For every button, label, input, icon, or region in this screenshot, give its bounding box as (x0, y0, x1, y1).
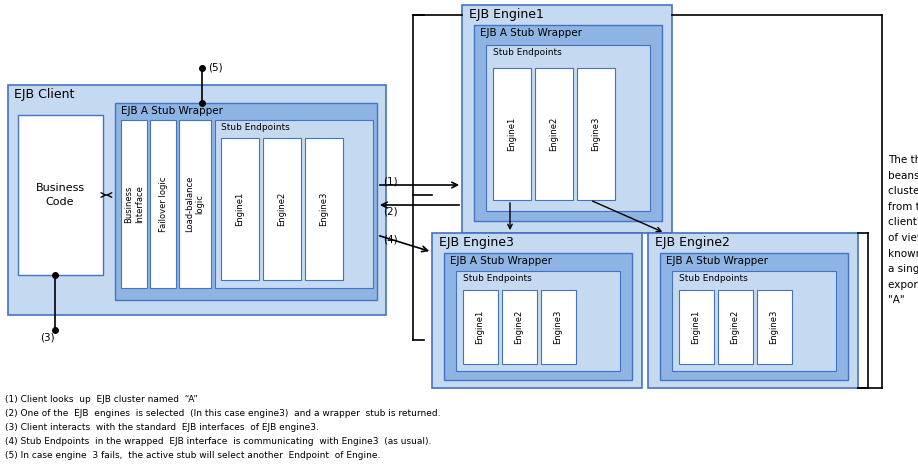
Bar (541, 290, 576, 364)
Text: Engine3: Engine3 (554, 310, 563, 344)
Text: Engine1: Engine1 (691, 310, 700, 344)
Text: EJB Engine1: EJB Engine1 (469, 8, 543, 21)
Text: Stub Endpoints: Stub Endpoints (463, 274, 532, 283)
Bar (718, 290, 753, 364)
Bar (577, 68, 615, 200)
Bar (121, 120, 147, 288)
Bar (150, 120, 176, 288)
Bar (463, 290, 498, 364)
Text: (1) Client looks  up  EJB cluster named  “A”: (1) Client looks up EJB cluster named “A… (5, 395, 198, 404)
Bar (179, 120, 211, 288)
Text: EJB A Stub Wrapper: EJB A Stub Wrapper (121, 106, 223, 116)
Text: Engine3: Engine3 (769, 310, 778, 344)
Text: Stub Endpoints: Stub Endpoints (493, 48, 562, 57)
Bar (115, 103, 377, 300)
Bar (486, 45, 650, 211)
Text: (3) Client interacts  with the standard  EJB interfaces  of EJB engine3.: (3) Client interacts with the standard E… (5, 423, 319, 432)
Text: Engine2: Engine2 (277, 192, 286, 226)
Text: EJB Client: EJB Client (14, 88, 74, 101)
Bar (679, 290, 714, 364)
Bar (221, 138, 259, 280)
Text: EJB Engine2: EJB Engine2 (655, 236, 730, 249)
Text: (5) In case engine  3 fails,  the active stub will select another  Endpoint  of : (5) In case engine 3 fails, the active s… (5, 451, 380, 460)
Bar (444, 253, 632, 380)
Bar (672, 271, 836, 371)
Bar (493, 68, 531, 200)
Text: (2) One of the  EJB  engines  is selected  (In this case engine3)  and a wrapper: (2) One of the EJB engines is selected (… (5, 409, 441, 418)
Text: Engine1: Engine1 (476, 310, 485, 344)
Text: EJB A Stub Wrapper: EJB A Stub Wrapper (666, 256, 768, 266)
Text: Engine1: Engine1 (508, 117, 517, 151)
Bar (456, 271, 620, 371)
Bar (660, 253, 848, 380)
Text: Business
Code: Business Code (36, 183, 84, 207)
Text: Engine2: Engine2 (514, 310, 523, 344)
Bar (502, 290, 537, 364)
Text: EJB A Stub Wrapper: EJB A Stub Wrapper (480, 28, 582, 38)
Text: (4): (4) (383, 235, 397, 245)
Text: Engine3: Engine3 (319, 192, 329, 226)
Text: EJB Engine3: EJB Engine3 (439, 236, 514, 249)
Bar (432, 233, 642, 388)
Bar (757, 290, 792, 364)
Text: (3): (3) (40, 332, 55, 342)
Text: Stub Endpoints: Stub Endpoints (679, 274, 748, 283)
Text: Engine3: Engine3 (591, 117, 600, 151)
Text: (1): (1) (383, 176, 397, 186)
Text: EJB A Stub Wrapper: EJB A Stub Wrapper (450, 256, 552, 266)
Bar (263, 138, 301, 280)
Text: The three
beans are
clustered and,
from the
client's point
of view, is
known und: The three beans are clustered and, from … (888, 155, 918, 305)
Text: (2): (2) (383, 207, 397, 217)
Text: Stub Endpoints: Stub Endpoints (221, 123, 290, 132)
Text: Engine2: Engine2 (731, 310, 740, 344)
Bar (462, 5, 672, 233)
Text: Engine2: Engine2 (550, 117, 558, 151)
Text: Business
Interface: Business Interface (124, 185, 144, 223)
Bar (535, 68, 573, 200)
Bar (648, 233, 858, 388)
Text: (4) Stub Endpoints  in the wrapped  EJB interface  is communicating  with Engine: (4) Stub Endpoints in the wrapped EJB in… (5, 437, 431, 446)
Bar (305, 138, 343, 280)
Bar (18, 115, 103, 275)
Bar (474, 25, 662, 221)
Bar (8, 85, 386, 315)
Text: (5): (5) (208, 63, 223, 73)
Text: Load-balance
logic: Load-balance logic (185, 176, 205, 232)
Text: Failover logic: Failover logic (159, 176, 167, 232)
Bar (215, 120, 373, 288)
Text: Engine1: Engine1 (236, 192, 244, 226)
